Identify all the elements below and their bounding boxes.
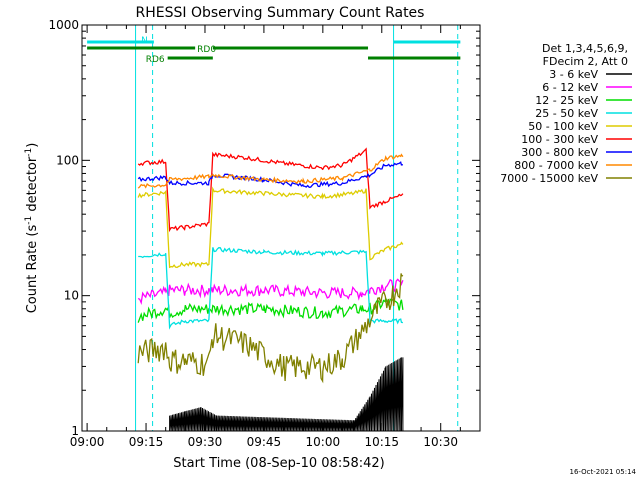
flag-bars: N RD0 RD6 — [87, 36, 461, 65]
flag-label-rd6: RD6 — [146, 55, 165, 65]
series-line-12-25-kev — [137, 296, 404, 323]
x-tick-label-10-30: 10:30 — [423, 435, 458, 449]
legend-label-12-25-kev: 12 - 25 keV — [535, 94, 598, 107]
y-axis-label-exponent-2: -1 — [24, 148, 34, 157]
series-line-100-300-kev — [137, 147, 404, 233]
legend: Det 1,3,4,5,6,9, FDecim 2, Att 0 3 - 6 k… — [500, 42, 632, 185]
series-line-3-6-kev — [169, 357, 404, 432]
x-tick-label-09-00: 09:00 — [70, 435, 105, 449]
plot-frame — [81, 24, 481, 432]
y-tick-label-1: 1 — [71, 424, 79, 438]
x-tick-label-09-15: 09:15 — [129, 435, 164, 449]
y-axis-label: Count Rate (s-1 detector-1) — [24, 143, 40, 314]
legend-label-800-7000-kev: 800 - 7000 keV — [514, 159, 598, 172]
flag-label-n: N — [141, 36, 148, 46]
flag-label-rd0: RD0 — [197, 45, 216, 55]
legend-label-50-100-kev: 50 - 100 keV — [528, 120, 598, 133]
legend-label-6-12-kev: 6 - 12 keV — [542, 81, 598, 94]
date-stamp: 16-Oct-2021 05:14 — [570, 468, 637, 476]
y-axis-label-prefix: Count Rate (s — [25, 225, 40, 314]
legend-label-100-300-kev: 100 - 300 keV — [521, 133, 598, 146]
y-tick-label-10: 10 — [64, 289, 79, 303]
axes: 09:00 09:15 09:30 09:45 10:00 10:15 10:30 1 10 10… — [48, 18, 481, 449]
x-tick-label-09-45: 09:45 — [247, 435, 282, 449]
legend-label-25-50-kev: 25 - 50 keV — [535, 107, 598, 120]
series-line-50-100-kev — [137, 186, 404, 269]
x-tick-label-10-15: 10:15 — [364, 435, 399, 449]
x-tick-label-09-30: 09:30 — [188, 435, 223, 449]
y-axis-label-suffix: ) — [25, 143, 40, 148]
legend-label-300-800-kev: 300 - 800 keV — [521, 146, 598, 159]
series-layer — [137, 147, 404, 432]
y-axis-label-exponent-1: -1 — [24, 216, 34, 225]
y-axis-label-mid: detector — [25, 156, 40, 216]
legend-header-line-1: Det 1,3,4,5,6,9, — [542, 42, 628, 55]
legend-label-3-6-kev: 3 - 6 keV — [549, 68, 598, 81]
y-tick-label-100: 100 — [56, 153, 79, 167]
x-tick-label-10-00: 10:00 — [306, 435, 341, 449]
series-line-800-7000-kev — [137, 153, 404, 189]
chart-title: RHESSI Observing Summary Count Rates — [136, 5, 425, 21]
y-tick-label-1000: 1000 — [48, 18, 79, 32]
series-line-7000-15000-kev — [137, 273, 404, 384]
series-line-6-12-kev — [137, 278, 404, 305]
legend-label-7000-15000-kev: 7000 - 15000 keV — [500, 172, 598, 185]
series-line-25-50-kev — [138, 247, 404, 330]
series-line-300-800-kev — [137, 161, 403, 188]
x-axis-label: Start Time (08-Sep-10 08:58:42) — [173, 456, 384, 471]
legend-header-line-2: FDecim 2, Att 0 — [543, 55, 628, 68]
